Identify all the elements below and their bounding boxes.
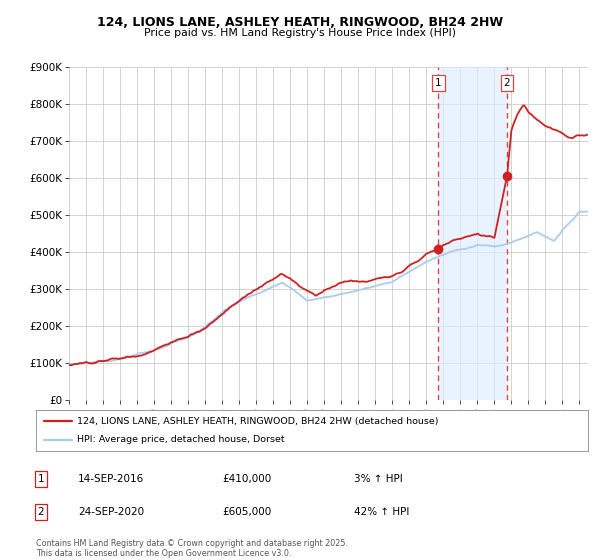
Text: 14-SEP-2016: 14-SEP-2016 xyxy=(78,474,144,484)
Text: 124, LIONS LANE, ASHLEY HEATH, RINGWOOD, BH24 2HW (detached house): 124, LIONS LANE, ASHLEY HEATH, RINGWOOD,… xyxy=(77,417,439,426)
Text: 1: 1 xyxy=(435,78,442,88)
Text: £410,000: £410,000 xyxy=(222,474,271,484)
Text: 42% ↑ HPI: 42% ↑ HPI xyxy=(354,507,409,517)
Text: 1: 1 xyxy=(37,474,44,484)
Text: 124, LIONS LANE, ASHLEY HEATH, RINGWOOD, BH24 2HW: 124, LIONS LANE, ASHLEY HEATH, RINGWOOD,… xyxy=(97,16,503,29)
Text: 24-SEP-2020: 24-SEP-2020 xyxy=(78,507,144,517)
Text: 2: 2 xyxy=(37,507,44,517)
Text: Price paid vs. HM Land Registry's House Price Index (HPI): Price paid vs. HM Land Registry's House … xyxy=(144,28,456,38)
Text: HPI: Average price, detached house, Dorset: HPI: Average price, detached house, Dors… xyxy=(77,436,285,445)
Text: 3% ↑ HPI: 3% ↑ HPI xyxy=(354,474,403,484)
Text: Contains HM Land Registry data © Crown copyright and database right 2025.
This d: Contains HM Land Registry data © Crown c… xyxy=(36,539,348,558)
Text: 2: 2 xyxy=(503,78,510,88)
Bar xyxy=(439,67,507,400)
Text: £605,000: £605,000 xyxy=(222,507,271,517)
